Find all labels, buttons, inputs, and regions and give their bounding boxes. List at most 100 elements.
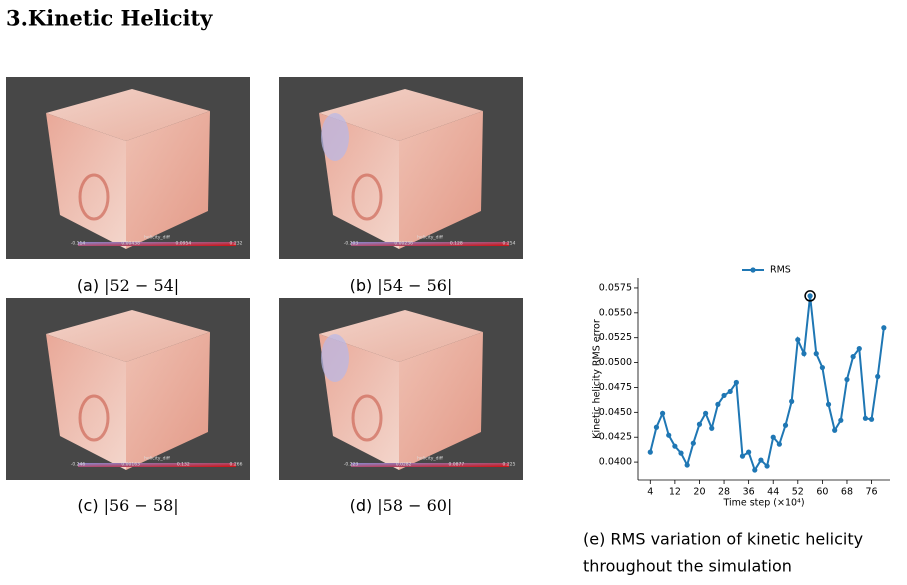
data-point (653, 424, 660, 430)
caption-range: |56 − 58| (104, 496, 179, 515)
panel: helicity_diff -0.203 0.00236 0.128 0.254 (279, 77, 523, 259)
data-point (666, 432, 672, 438)
colorbar-tick: 0.266 (230, 462, 243, 468)
colorbar-tick: 0.00236 (394, 241, 413, 247)
cube-top (46, 89, 210, 141)
data-point (721, 392, 727, 399)
caption: (a) |52 − 54| (77, 276, 179, 295)
panel: helicity_diff -0.114 0.00438 0.0954 0.232 (6, 77, 250, 259)
caption-label: (c) (77, 496, 98, 515)
colorbar-tick: 0.0954 (175, 241, 191, 247)
vortex (321, 334, 349, 382)
colorbar-tick: -0.246 (71, 462, 86, 468)
data-point (832, 427, 838, 433)
data-point (856, 346, 862, 352)
colorbar-title: helicity_diff (417, 235, 444, 241)
legend-marker (750, 267, 756, 273)
colorbar-tick: 0.00438 (121, 241, 140, 247)
colorbar-tick: 0.232 (230, 241, 243, 247)
data-point (703, 410, 709, 416)
y-tick-label: 0.0400 (599, 457, 632, 468)
data-point (647, 449, 653, 455)
x-tick-label: 28 (718, 487, 730, 498)
colorbar-tick: -0.203 (344, 241, 359, 247)
data-point (801, 351, 807, 357)
cube-right (126, 332, 210, 470)
y-tick-label: 0.0500 (599, 357, 632, 368)
y-tick-label: 0.0475 (599, 382, 632, 393)
data-point (862, 415, 869, 421)
vortex (321, 113, 349, 161)
data-point (746, 449, 752, 455)
data-point (678, 450, 684, 456)
panel: helicity_diff -0.246 0.00163 0.132 0.266 (6, 298, 250, 480)
colorbar (351, 242, 509, 246)
caption-label: (a) (77, 276, 99, 295)
y-axis-label: Kinetic helicity RMS error (592, 319, 603, 439)
caption: (c) |56 − 58| (77, 496, 178, 515)
caption-range: |54 − 56| (377, 276, 452, 295)
caption-label: (b) (350, 276, 373, 295)
highlight-ring (804, 290, 816, 302)
colorbar-title: helicity_diff (417, 456, 444, 462)
data-point (739, 453, 746, 459)
data-point (715, 401, 721, 407)
data-point (850, 354, 856, 360)
chart-caption: (e) RMS variation of kinetic helicity (583, 530, 863, 549)
x-tick-label: 4 (647, 487, 653, 498)
colorbar-tick: 0.254 (503, 241, 516, 247)
data-point (776, 441, 782, 447)
x-tick-label: 36 (743, 487, 755, 498)
data-point (844, 376, 850, 383)
x-tick-label: 52 (792, 487, 804, 498)
caption-range: |58 − 60| (377, 496, 452, 515)
legend-label: RMS (770, 265, 791, 276)
data-point (690, 440, 696, 446)
colorbar (78, 463, 236, 467)
panel: helicity_diff -0.223 0.0282 0.0877 0.225 (279, 298, 523, 480)
colorbar-title: helicity_diff (144, 456, 171, 462)
data-point (696, 421, 703, 427)
x-tick-label: 12 (669, 487, 681, 498)
data-point (881, 325, 887, 331)
data-point (758, 457, 764, 463)
x-tick-label: 44 (767, 487, 779, 498)
data-point (819, 364, 825, 371)
caption: (b) |54 − 56| (350, 276, 453, 295)
data-point (727, 388, 733, 395)
data-point (659, 410, 666, 416)
colorbar-tick: 0.0282 (396, 462, 412, 468)
y-tick-label: 0.0425 (599, 432, 632, 443)
colorbar-title: helicity_diff (144, 235, 171, 241)
colorbar-tick: 0.0877 (448, 462, 464, 468)
x-tick-label: 20 (693, 487, 705, 498)
colorbar-tick: 0.00163 (121, 462, 140, 468)
data-point (764, 463, 770, 469)
section-heading: 3.Kinetic Helicity (6, 6, 213, 31)
data-point (807, 293, 813, 299)
x-tick-label: 68 (841, 487, 853, 498)
y-tick-label: 0.0450 (599, 407, 632, 418)
chart-caption: throughout the simulation (583, 557, 792, 576)
colorbar-tick: 0.225 (503, 462, 516, 468)
cube-right (126, 111, 210, 249)
data-point (709, 425, 715, 431)
data-point (838, 417, 844, 423)
data-point (672, 443, 678, 449)
data-point (795, 337, 801, 343)
data-point (825, 401, 832, 407)
x-tick-label: 60 (816, 487, 828, 498)
caption-label: (d) (350, 496, 373, 515)
x-axis-label: Time step (×10⁴) (722, 498, 804, 509)
vortex (351, 394, 383, 442)
data-point (770, 434, 776, 440)
caption: (d) |58 − 60| (350, 496, 453, 515)
colorbar-tick: -0.114 (71, 241, 86, 247)
data-point (684, 462, 690, 468)
colorbar-tick: 0.132 (177, 462, 190, 468)
data-point (789, 398, 795, 404)
data-point (752, 467, 758, 473)
y-tick-label: 0.0525 (599, 332, 632, 343)
